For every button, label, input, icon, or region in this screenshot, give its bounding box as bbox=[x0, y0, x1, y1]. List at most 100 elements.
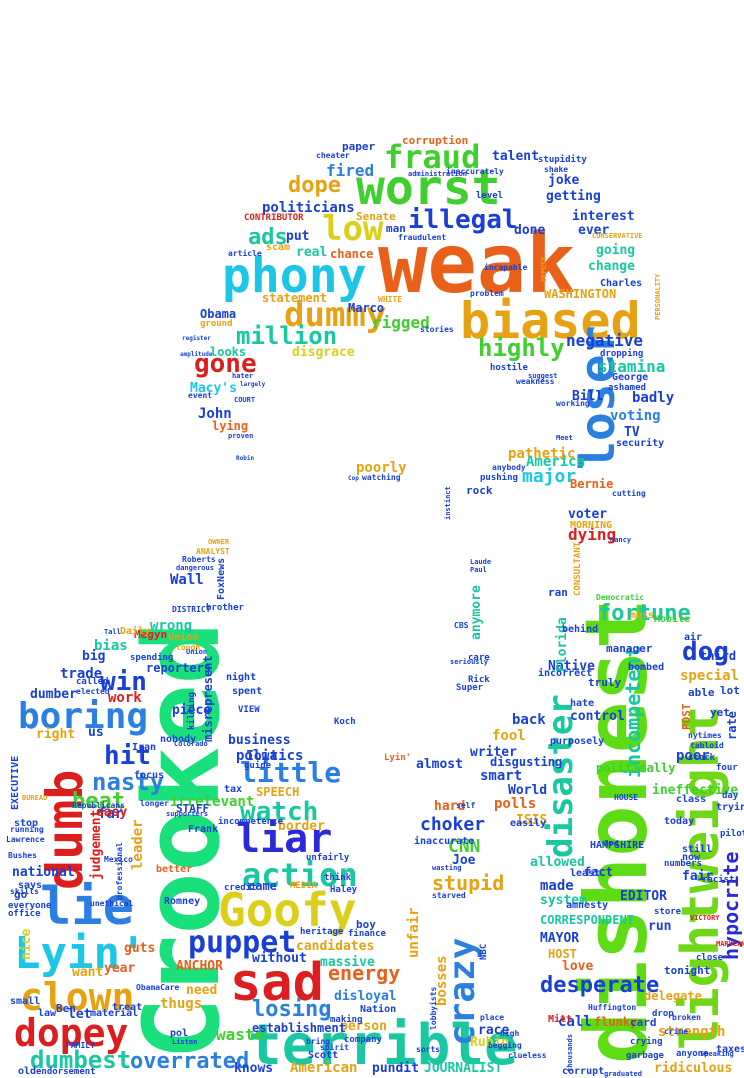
word-dog: dog bbox=[682, 637, 729, 667]
word-interest: interest bbox=[572, 209, 635, 224]
word-ineffective: ineffective bbox=[652, 783, 738, 798]
word-MORNING: MORNING bbox=[570, 520, 612, 531]
word-badly: badly bbox=[632, 390, 675, 406]
word-proven: proven bbox=[228, 432, 253, 440]
word-lyin: Lyin' bbox=[14, 928, 146, 979]
word-dropping: dropping bbox=[600, 348, 643, 359]
word-pushing: pushing bbox=[480, 472, 518, 483]
word-taxes: taxes bbox=[716, 1044, 744, 1055]
word-brother: brother bbox=[206, 603, 245, 613]
word-nytimes: nytimes bbox=[688, 730, 722, 740]
word-crying: crying bbox=[630, 1036, 663, 1047]
word-drop: drop bbox=[652, 1009, 674, 1019]
word-Wall: Wall bbox=[170, 572, 204, 588]
word-Lyin-small: Lyin' bbox=[384, 752, 411, 763]
word-poorly: poorly bbox=[356, 460, 407, 476]
word-NBC: NBC bbox=[479, 944, 489, 960]
word-call: call bbox=[558, 1014, 592, 1030]
word-little: little bbox=[240, 756, 341, 789]
word-goofy: Goofy bbox=[218, 883, 356, 937]
word-dumbest: dumbest bbox=[30, 1046, 131, 1074]
word-looks: looks bbox=[210, 345, 246, 359]
word-win: win bbox=[100, 667, 147, 697]
word-largely: largely bbox=[240, 381, 266, 388]
word-Iran: Iran bbox=[132, 742, 156, 753]
word-illegal: illegal bbox=[408, 205, 518, 235]
word-voter: voter bbox=[568, 507, 607, 522]
word-focus: focus bbox=[134, 770, 164, 781]
word-Scott: Scott bbox=[308, 1050, 338, 1061]
word-thousands: thousands bbox=[566, 1034, 574, 1072]
word-choker: choker bbox=[420, 814, 485, 835]
word-America: America bbox=[526, 454, 585, 470]
word-EXECUTIVE: EXECUTIVE bbox=[10, 756, 21, 810]
word-Iowa: Iowa bbox=[246, 749, 277, 764]
word-amplitude: amplitude bbox=[180, 351, 213, 358]
word-nice: nice bbox=[19, 929, 34, 960]
word-anybody: anybody bbox=[492, 463, 526, 472]
word-SPEECH: SPEECH bbox=[256, 785, 299, 799]
word-lobbyists: lobbyists bbox=[428, 986, 438, 1030]
word-rock: rock bbox=[466, 484, 493, 497]
word-EDITOR: EDITOR bbox=[620, 889, 667, 904]
word-allowed: allowed bbox=[530, 855, 585, 870]
word-Rubio: Rubio bbox=[470, 1035, 509, 1050]
word-made: made bbox=[540, 878, 574, 894]
word-polls: polls bbox=[494, 796, 536, 812]
word-third: third bbox=[700, 649, 736, 663]
word-ads: ads bbox=[248, 225, 288, 250]
word-register: register bbox=[182, 335, 211, 342]
word-hit: hit bbox=[104, 741, 151, 771]
word-year: year bbox=[104, 961, 135, 976]
word-crazy: crazy bbox=[442, 938, 483, 1046]
word-CNN: CNN bbox=[448, 836, 481, 857]
word-close: close bbox=[696, 953, 724, 963]
word-POST: POST bbox=[680, 703, 693, 730]
word-politically: politically bbox=[596, 761, 675, 775]
word-making: making bbox=[330, 1014, 363, 1025]
word-hate: hate bbox=[570, 698, 594, 709]
word-day: day bbox=[722, 791, 739, 801]
word-supporters: supporters bbox=[166, 810, 208, 818]
word-gone: gone bbox=[194, 349, 257, 379]
word-DISTRICT: DISTRICT bbox=[172, 605, 211, 614]
word-boring: boring bbox=[18, 696, 148, 737]
word-done: done bbox=[514, 223, 545, 238]
word-system: system bbox=[540, 893, 587, 908]
word-Meet: Meet bbox=[556, 434, 573, 442]
word-weakness: weakness bbox=[516, 377, 555, 386]
word-Laude: Laude bbox=[470, 558, 491, 566]
word-Megyn: Megyn bbox=[134, 628, 167, 641]
word-Macys: Macy's bbox=[190, 381, 237, 396]
word-rate: rate bbox=[725, 711, 739, 740]
word-leader: leader bbox=[130, 819, 146, 870]
word-night: night bbox=[226, 671, 256, 683]
word-real: real bbox=[296, 245, 327, 260]
word-least: least bbox=[570, 868, 600, 879]
word-store: store bbox=[654, 907, 682, 917]
word-everyone: everyone bbox=[8, 901, 52, 911]
word-WHITE: WHITE bbox=[378, 295, 402, 304]
word-killing: killing bbox=[186, 692, 197, 730]
word-hostile: hostile bbox=[490, 362, 529, 373]
word-incapable: incapable bbox=[484, 262, 528, 272]
word-manager: manager bbox=[606, 642, 653, 655]
word-lying: lying bbox=[212, 419, 248, 433]
word-Romney: Romney bbox=[164, 896, 200, 907]
word-politics: politics bbox=[236, 748, 303, 764]
word-administration: administration bbox=[408, 170, 467, 178]
word-go: go bbox=[14, 888, 28, 901]
word-Charles: Charles bbox=[600, 278, 642, 289]
word-DEPUTY: DEPUTY bbox=[540, 256, 548, 282]
word-class: class bbox=[676, 794, 706, 805]
word-loser: loser bbox=[570, 326, 626, 471]
word-Listen: Listen bbox=[172, 1038, 197, 1046]
word-nasty: nasty bbox=[92, 768, 164, 796]
word-getting: getting bbox=[546, 189, 601, 204]
word-judgement: judgement bbox=[89, 810, 104, 880]
word-far: far bbox=[98, 806, 123, 822]
word-PERSONALITY: PERSONALITY bbox=[654, 273, 662, 320]
word-truly: truly bbox=[588, 676, 621, 689]
word-security: security bbox=[616, 437, 664, 449]
word-small: small bbox=[10, 996, 40, 1007]
